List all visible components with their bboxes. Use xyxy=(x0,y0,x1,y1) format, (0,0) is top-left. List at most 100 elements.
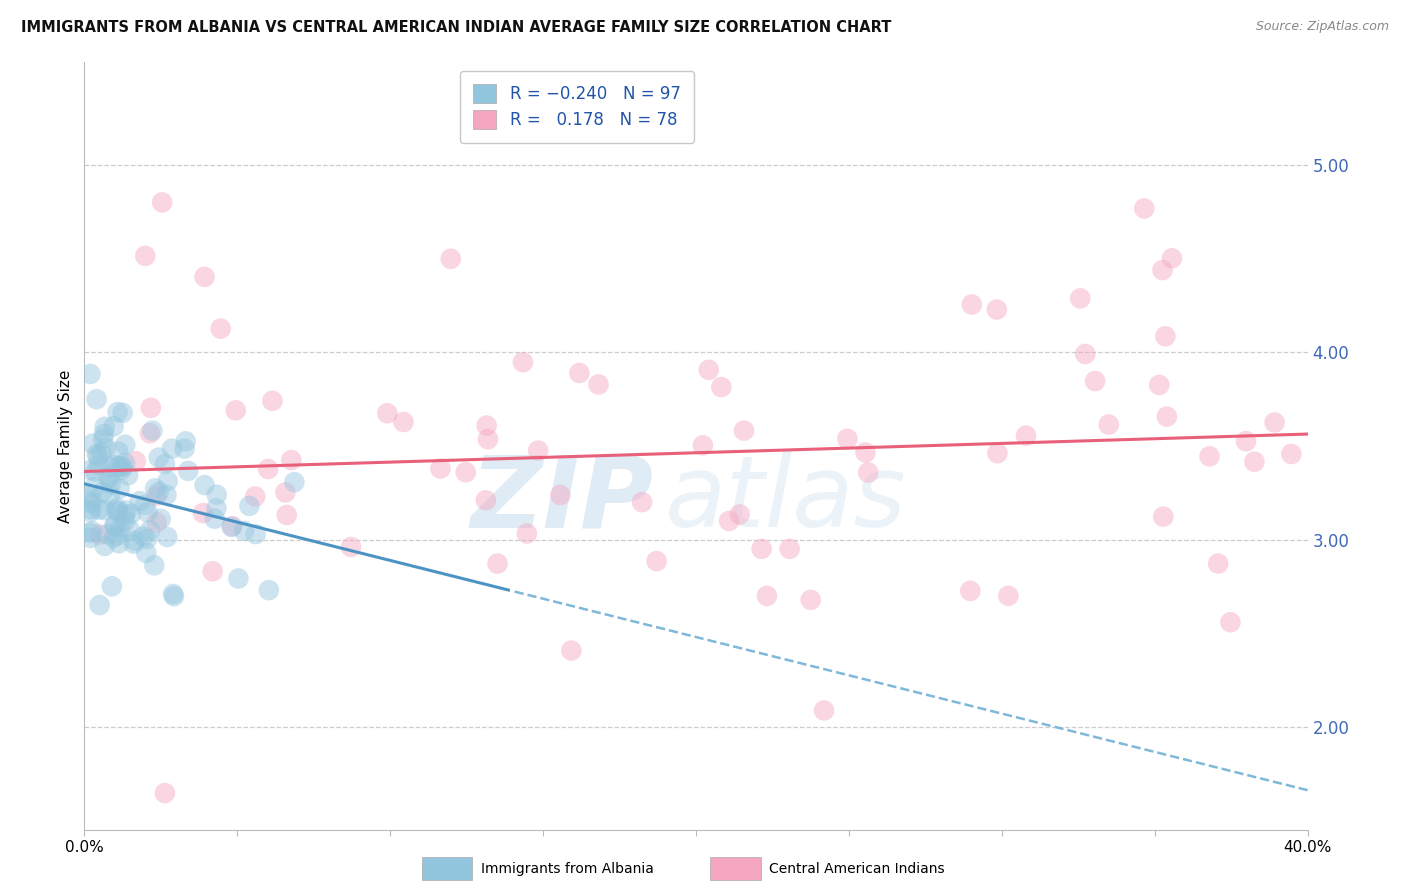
Point xyxy=(98,460,121,475)
Point xyxy=(83,480,105,494)
Point xyxy=(153,457,176,471)
Point xyxy=(209,321,232,335)
Point xyxy=(550,488,572,502)
Point xyxy=(280,453,302,467)
Point xyxy=(79,494,101,508)
Point xyxy=(79,505,101,519)
Point xyxy=(107,405,129,419)
Point xyxy=(148,450,170,465)
Point xyxy=(162,587,184,601)
Point xyxy=(205,501,228,516)
Point xyxy=(79,367,101,381)
Point xyxy=(221,520,243,534)
Point xyxy=(1219,615,1241,630)
Point xyxy=(82,524,104,538)
Point xyxy=(1152,263,1174,277)
Point xyxy=(1015,428,1038,442)
Point xyxy=(340,540,363,554)
Point xyxy=(986,446,1008,460)
Point xyxy=(97,469,120,483)
Point xyxy=(1161,252,1184,266)
Point xyxy=(132,529,155,543)
Point xyxy=(1152,509,1174,524)
Point xyxy=(1264,416,1286,430)
Text: Central American Indians: Central American Indians xyxy=(769,862,945,876)
Point xyxy=(100,477,122,491)
Point xyxy=(1234,434,1257,449)
Point xyxy=(204,512,226,526)
Point xyxy=(91,432,114,446)
Point xyxy=(143,482,166,496)
Point xyxy=(82,496,104,510)
Point xyxy=(128,494,150,508)
Point xyxy=(84,465,107,479)
Point xyxy=(143,558,166,573)
Point xyxy=(631,495,654,509)
Point xyxy=(108,536,131,550)
Point xyxy=(108,521,131,535)
Point xyxy=(108,482,131,496)
Point xyxy=(87,502,110,516)
Point xyxy=(141,424,163,438)
Point xyxy=(813,703,835,717)
Point xyxy=(114,438,136,452)
Point xyxy=(79,525,101,540)
Point xyxy=(1069,291,1091,305)
Point xyxy=(134,249,156,263)
Point xyxy=(79,502,101,516)
Point xyxy=(1243,455,1265,469)
Point xyxy=(233,524,256,538)
Point xyxy=(120,523,142,537)
Point xyxy=(93,426,115,441)
Point xyxy=(155,488,177,502)
Point xyxy=(107,459,129,474)
Point xyxy=(111,406,134,420)
Point xyxy=(146,516,169,530)
Point xyxy=(257,583,280,598)
Point xyxy=(139,426,162,441)
Point xyxy=(107,505,129,519)
Point xyxy=(139,524,162,538)
Text: ZIP: ZIP xyxy=(470,451,654,549)
Point xyxy=(997,589,1019,603)
Point xyxy=(692,438,714,452)
Point xyxy=(193,478,215,492)
Point xyxy=(225,403,247,417)
Point xyxy=(800,592,823,607)
Point xyxy=(117,468,139,483)
Point xyxy=(1147,378,1170,392)
Point xyxy=(153,786,176,800)
Point xyxy=(751,541,773,556)
Point xyxy=(139,401,162,415)
Point xyxy=(779,541,801,556)
Point xyxy=(205,488,228,502)
Point xyxy=(429,461,451,475)
Y-axis label: Average Family Size: Average Family Size xyxy=(58,369,73,523)
Point xyxy=(107,528,129,542)
Point xyxy=(837,432,859,446)
Point xyxy=(238,499,260,513)
Point xyxy=(191,506,214,520)
Point xyxy=(91,485,114,500)
Point xyxy=(174,434,197,449)
Point xyxy=(114,456,136,470)
Point xyxy=(177,464,200,478)
Point xyxy=(111,459,134,474)
Point xyxy=(115,503,138,517)
Point xyxy=(114,514,136,528)
Point xyxy=(454,465,477,479)
Point xyxy=(79,531,101,545)
Point xyxy=(145,489,167,503)
Text: Source: ZipAtlas.com: Source: ZipAtlas.com xyxy=(1256,20,1389,33)
Point xyxy=(588,377,610,392)
Point xyxy=(86,447,108,461)
Point xyxy=(257,462,280,476)
Point xyxy=(733,424,755,438)
Point xyxy=(568,366,591,380)
Point xyxy=(193,269,215,284)
Point xyxy=(163,589,186,603)
Text: Immigrants from Albania: Immigrants from Albania xyxy=(481,862,654,876)
Text: atlas: atlas xyxy=(665,451,907,549)
Text: IMMIGRANTS FROM ALBANIA VS CENTRAL AMERICAN INDIAN AVERAGE FAMILY SIZE CORRELATI: IMMIGRANTS FROM ALBANIA VS CENTRAL AMERI… xyxy=(21,20,891,35)
Point xyxy=(201,564,224,578)
